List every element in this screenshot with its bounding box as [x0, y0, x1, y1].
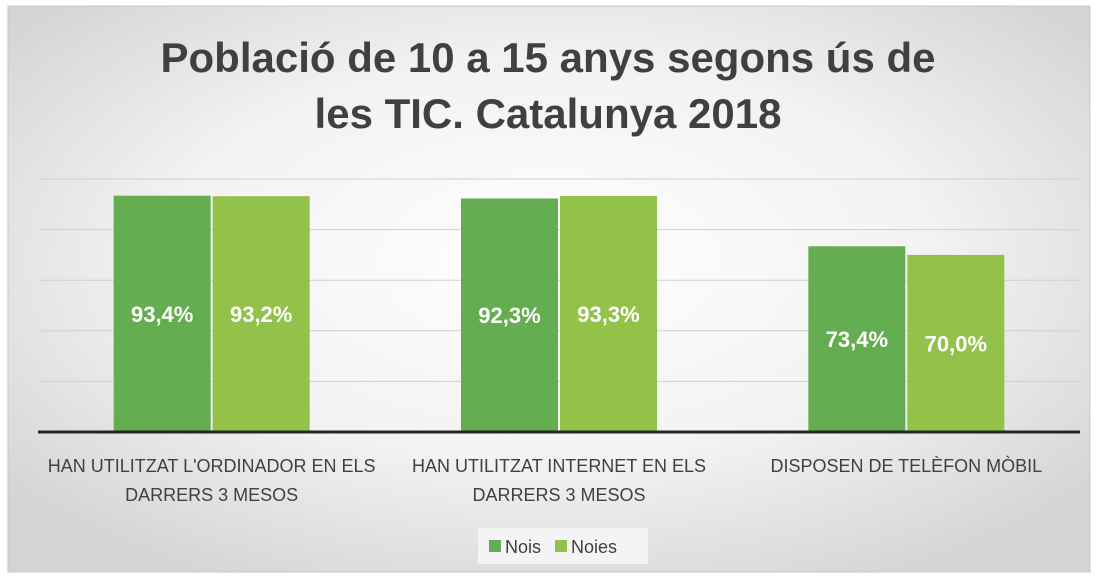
bar: [560, 195, 657, 432]
chart-title: Població de 10 a 15 anys segons ús de le…: [160, 34, 936, 137]
legend-marker: [489, 540, 501, 552]
x-tick-label: HAN UTILITZAT L'ORDINADOR EN ELS DARRERS…: [47, 456, 376, 505]
legend-label: Nois: [505, 537, 541, 557]
bar: [212, 196, 310, 432]
bar: [808, 246, 906, 432]
legend-label: Noies: [571, 537, 617, 557]
data-label: 92,3%: [478, 303, 540, 328]
x-tick-label: HAN UTILITZAT INTERNET EN ELS DARRERS 3 …: [411, 456, 707, 505]
bar: [113, 195, 211, 432]
data-label: 93,3%: [577, 302, 639, 327]
x-tick-label: DISPOSEN DE TELÈFON MÒBIL: [770, 456, 1043, 476]
data-label: 93,4%: [131, 302, 193, 327]
data-label: 93,2%: [230, 302, 292, 327]
legend-marker: [555, 540, 568, 552]
bar: [461, 198, 558, 432]
data-label: 70,0%: [925, 331, 987, 356]
data-label: 73,4%: [826, 327, 888, 352]
bar: [907, 254, 1005, 432]
